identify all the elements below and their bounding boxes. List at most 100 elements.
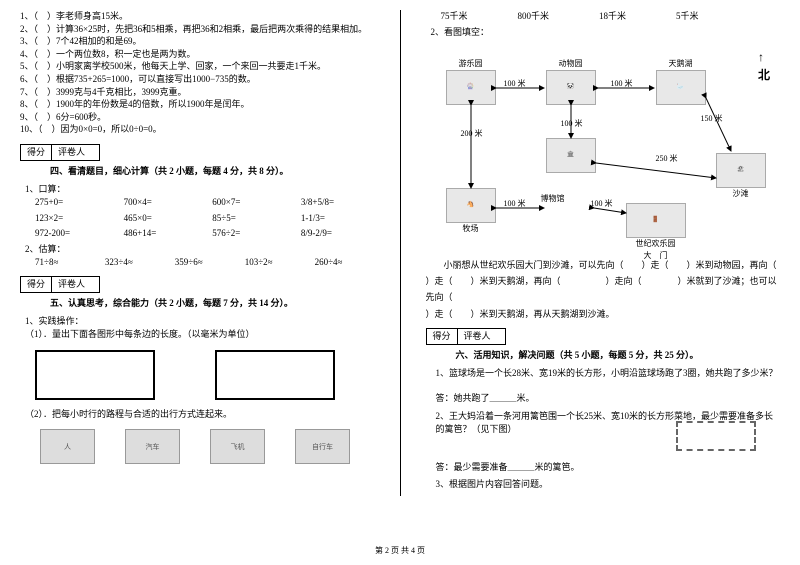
- score-box: 得分 评卷人: [426, 328, 506, 346]
- grader-label: 评卷人: [458, 329, 497, 345]
- node-label: 沙滩: [716, 188, 766, 200]
- q-item: 1、（ ）李老师身高15米。: [20, 10, 375, 23]
- car-icon: 汽车: [125, 429, 180, 464]
- north-arrow-icon: ↑北: [758, 48, 770, 84]
- plane-icon: 飞机: [210, 429, 265, 464]
- calc-grid: 275+0= 700×4= 600×7= 3/8+5/8= 123×2= 465…: [35, 196, 375, 241]
- arrow-label: 250 米: [656, 153, 678, 165]
- arrow-label: 100 米: [591, 198, 613, 210]
- rect-boxes: [35, 350, 375, 400]
- q6-1-ans: 答：她共跑了＿＿＿米。: [436, 392, 781, 406]
- zoo-img: 🐼: [546, 70, 596, 105]
- section4-title: 四、看清题目，细心计算（共 2 小题，每题 4 分，共 8 分）。: [50, 165, 375, 179]
- calc-item: 486+14=: [124, 227, 198, 241]
- node-zoo: 动物园 🐼: [546, 58, 596, 105]
- est-item: 260÷4≈: [315, 256, 375, 270]
- calc-item: 8/9-2/9=: [301, 227, 375, 241]
- score-label: 得分: [21, 277, 52, 293]
- node-beach: 🏖 沙滩: [716, 153, 766, 200]
- practice-sub1: （1）．量出下面各图形中每条边的长度。（以毫米为单位）: [25, 328, 375, 342]
- node-museum-label: 博物馆: [541, 193, 565, 205]
- rect-box: [35, 350, 155, 400]
- q-item: 3、（ ）7个42相加的和是69。: [20, 35, 375, 48]
- beach-img: 🏖: [716, 153, 766, 188]
- dashed-rect: [676, 421, 756, 451]
- calc-item: 465×0=: [124, 212, 198, 226]
- est-item: 103÷2≈: [245, 256, 305, 270]
- left-column: 1、（ ）李老师身高15米。 2、（ ）计算36×25时，先把36和5相乘，再把…: [20, 10, 375, 496]
- arrow-label: 100 米: [504, 198, 526, 210]
- q-item: 7、（ ）3999克与4千克相比，3999克重。: [20, 86, 375, 99]
- practice-sub2: （2）．把每小时行的路程与合适的出行方式连起来。: [25, 408, 375, 422]
- page-footer: 第 2 页 共 4 页: [0, 545, 800, 557]
- arrow-label: 100 米: [611, 78, 633, 90]
- calc-label: 1、口算：: [25, 183, 375, 197]
- rect-box: [215, 350, 335, 400]
- score-box: 得分 评卷人: [20, 276, 100, 294]
- dist-item: 18千米: [599, 10, 626, 24]
- practice-label: 1、实践操作：: [25, 315, 375, 329]
- distance-row: 75千米 800千米 18千米 5千米: [441, 10, 781, 24]
- calc-item: 1-1/3=: [301, 212, 375, 226]
- dist-item: 5千米: [676, 10, 699, 24]
- node-label: 动物园: [546, 58, 596, 70]
- q-item: 8、（ ）1900年的年份数是4的倍数，所以1900年是闰年。: [20, 98, 375, 111]
- est-item: 71÷8≈: [35, 256, 95, 270]
- section5-title: 五、认真思考，综合能力（共 2 小题，每题 7 分，共 14 分）。: [50, 297, 375, 311]
- est-item: 359÷6≈: [175, 256, 235, 270]
- person-icon: 人: [40, 429, 95, 464]
- fill-line: ）走（ ）米到天鹅湖，再从天鹅湖到沙滩。: [426, 306, 781, 322]
- fill-line: 小丽想从世纪欢乐园大门到沙滩，可以先向（ ）走（ ）米到动物园，再向（: [426, 257, 781, 273]
- calc-item: 123×2=: [35, 212, 109, 226]
- grader-label: 评卷人: [52, 145, 91, 161]
- calc-item: 85÷5=: [212, 212, 286, 226]
- section6-title: 六、活用知识，解决问题（共 5 小题，每题 5 分，共 25 分）。: [456, 349, 781, 363]
- q-item: 9、（ ）6分=600秒。: [20, 111, 375, 124]
- arrow-label: 100 米: [561, 118, 583, 130]
- arrow-label: 200 米: [461, 128, 483, 140]
- q-item: 2、（ ）计算36×25时，先把36和5相乘，再把36和2相乘，最后把两次乘得的…: [20, 23, 375, 36]
- q6-1: 1、篮球场是一个长28米、宽19米的长方形，小明沿篮球场跑了3圈，她共跑了多少米…: [436, 367, 781, 381]
- q6-2-ans: 答：最少需要准备＿＿＿米的篱笆。: [436, 461, 781, 475]
- q6-3: 3、根据图片内容回答问题。: [436, 478, 781, 492]
- judgement-questions: 1、（ ）李老师身高15米。 2、（ ）计算36×25时，先把36和5相乘，再把…: [20, 10, 375, 136]
- node-label: 天鹅湖: [656, 58, 706, 70]
- est-item: 323÷4≈: [105, 256, 165, 270]
- q2-label: 2、看图填空：: [431, 26, 781, 40]
- arrow-label: 150 米: [701, 113, 723, 125]
- gate-img: 🚪: [626, 203, 686, 238]
- node-amusement: 游乐园 🎡: [446, 58, 496, 105]
- node-museum: 🏛: [546, 138, 596, 173]
- node-ranch: 🐴 牧场: [446, 188, 496, 235]
- calc-item: 700×4=: [124, 196, 198, 210]
- map-container: ↑北 游乐园 🎡 动物园 🐼 天鹅湖 🦢 🏛 🐴 牧场 博物馆: [426, 43, 781, 253]
- right-column: 75千米 800千米 18千米 5千米 2、看图填空： ↑北 游乐园 🎡 动物园…: [426, 10, 781, 496]
- calc-item: 972-200=: [35, 227, 109, 241]
- estimate-grid: 71÷8≈ 323÷4≈ 359÷6≈ 103÷2≈ 260÷4≈: [35, 256, 375, 270]
- node-label: 牧场: [446, 223, 496, 235]
- q-item: 5、（ ）小明家离学校500米，他每天上学、回家，一个来回一共要走1千米。: [20, 60, 375, 73]
- calc-item: 600×7=: [212, 196, 286, 210]
- fill-text: 小丽想从世纪欢乐园大门到沙滩，可以先向（ ）走（ ）米到动物园，再向（ ）走（ …: [426, 257, 781, 322]
- ranch-img: 🐴: [446, 188, 496, 223]
- score-label: 得分: [21, 145, 52, 161]
- node-label: 世纪欢乐园 大 门: [626, 238, 686, 262]
- calc-item: 3/8+5/8=: [301, 196, 375, 210]
- dist-item: 75千米: [441, 10, 468, 24]
- fill-line: ）走（ ）米到天鹅湖，再向（ ）走向（ ）米就到了沙滩；也可以先向（: [426, 273, 781, 305]
- arrow-label: 100 米: [504, 78, 526, 90]
- calc-item: 275+0=: [35, 196, 109, 210]
- bike-icon: 自行车: [295, 429, 350, 464]
- museum-img: 🏛: [546, 138, 596, 173]
- q-item: 10、（ ）因为0×0=0，所以0÷0=0。: [20, 123, 375, 136]
- dist-item: 800千米: [518, 10, 550, 24]
- transport-row: 人 汽车 飞机 自行车: [40, 429, 375, 464]
- estimate-label: 2、估算：: [25, 243, 375, 257]
- node-label: 博物馆: [541, 193, 565, 205]
- page-container: 1、（ ）李老师身高15米。 2、（ ）计算36×25时，先把36和5相乘，再把…: [0, 0, 800, 506]
- node-label: 游乐园: [446, 58, 496, 70]
- amusement-img: 🎡: [446, 70, 496, 105]
- grader-label: 评卷人: [52, 277, 91, 293]
- q-item: 6、（ ）根据735+265=1000，可以直接写出1000−735的数。: [20, 73, 375, 86]
- score-label: 得分: [427, 329, 458, 345]
